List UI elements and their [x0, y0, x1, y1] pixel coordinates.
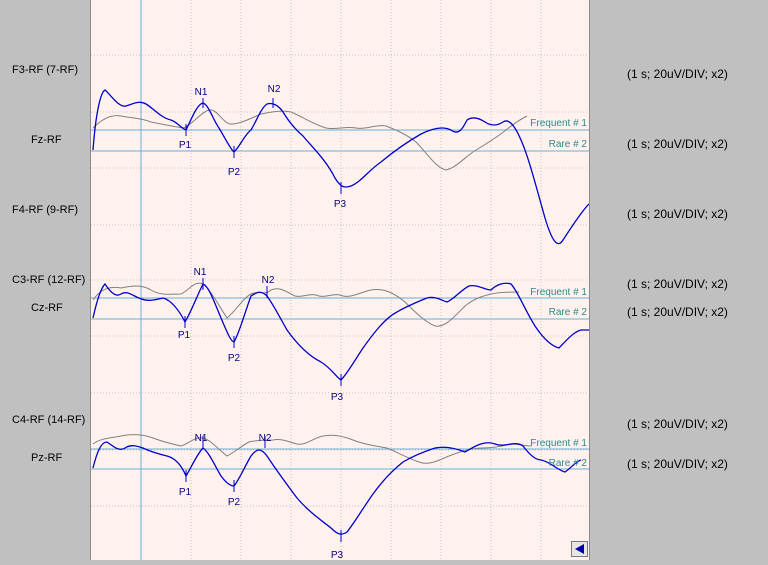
- erp-waveform-canvas: Frequent # 1 Rare # 2 Frequent # 1 Rare …: [91, 0, 590, 561]
- peak-label-p3-frontal: P3: [334, 199, 347, 210]
- vertical-gridlines: [190, 0, 542, 560]
- rare-label-central: Rare # 2: [549, 307, 588, 318]
- peak-label-n2-frontal: N2: [268, 84, 281, 95]
- channel-label-f4: F4-RF (9-RF): [12, 204, 78, 216]
- scale-panel: [590, 0, 768, 560]
- peak-label-n2-central: N2: [262, 275, 275, 286]
- rare-label-parietal: Rare # 2: [549, 458, 588, 469]
- channel-label-fz: Fz-RF: [31, 134, 62, 146]
- peak-marker-ticks: [184, 98, 342, 542]
- scale-label-fz: (1 s; 20uV/DIV; x2): [627, 137, 728, 151]
- frequent-trace-central: [92, 282, 520, 327]
- peak-label-p3-central: P3: [331, 392, 344, 403]
- channel-label-c4: C4-RF (14-RF): [12, 414, 86, 426]
- erp-plot-area[interactable]: Frequent # 1 Rare # 2 Frequent # 1 Rare …: [90, 0, 590, 561]
- frequent-label-central: Frequent # 1: [530, 287, 587, 298]
- peak-labels: N1 N2 P1 P2 P3 N1 N2 P1 P2 P3 N1 N2 P1 P…: [178, 84, 347, 561]
- rare-trace-frontal: [92, 89, 590, 245]
- peak-label-n1-central: N1: [194, 267, 207, 278]
- horizontal-gridlines: [91, 54, 589, 507]
- scale-label-c3: (1 s; 20uV/DIV; x2): [627, 277, 728, 291]
- scale-label-cz: (1 s; 20uV/DIV; x2): [627, 305, 728, 319]
- scale-label-c4: (1 s; 20uV/DIV; x2): [627, 417, 728, 431]
- peak-label-n2-parietal: N2: [259, 433, 272, 444]
- rare-trace-central: [92, 282, 589, 381]
- peak-label-p2-parietal: P2: [228, 497, 241, 508]
- frequent-label-frontal: Frequent # 1: [530, 118, 587, 129]
- channel-label-pz: Pz-RF: [31, 452, 63, 464]
- peak-label-n1-frontal: N1: [195, 87, 208, 98]
- scroll-left-button[interactable]: [571, 541, 588, 557]
- rare-trace-parietal: [92, 441, 582, 535]
- peak-label-p3-parietal: P3: [331, 550, 344, 560]
- scale-label-f3: (1 s; 20uV/DIV; x2): [627, 67, 728, 81]
- peak-label-p1-central: P1: [178, 330, 191, 341]
- frequent-trace-parietal: [92, 434, 532, 464]
- channel-label-c3: C3-RF (12-RF): [12, 274, 86, 286]
- scale-label-f4: (1 s; 20uV/DIV; x2): [627, 207, 728, 221]
- peak-label-p1-parietal: P1: [179, 487, 192, 498]
- scale-label-pz: (1 s; 20uV/DIV; x2): [627, 457, 728, 471]
- peak-label-p2-central: P2: [228, 353, 241, 364]
- left-arrow-icon: [575, 544, 584, 554]
- peak-label-p1-frontal: P1: [179, 140, 192, 151]
- trace-legend-labels: Frequent # 1 Rare # 2 Frequent # 1 Rare …: [530, 118, 587, 469]
- channel-label-cz: Cz-RF: [31, 302, 63, 314]
- channel-label-panel: [0, 0, 90, 560]
- channel-label-f3: F3-RF (7-RF): [12, 64, 78, 76]
- frequent-label-parietal: Frequent # 1: [530, 438, 587, 449]
- peak-label-p2-frontal: P2: [228, 167, 241, 178]
- peak-label-n1-parietal: N1: [195, 433, 208, 444]
- rare-label-frontal: Rare # 2: [549, 139, 588, 150]
- frequent-trace-frontal: [92, 109, 528, 171]
